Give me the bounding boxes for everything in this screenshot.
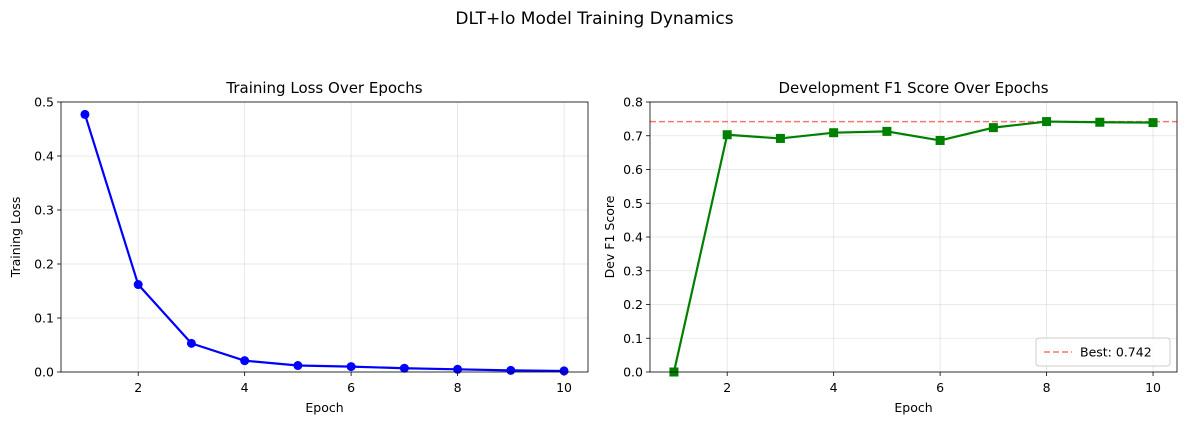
panel2-ytick-label: 0.5 [623,196,643,211]
panel1-xtick-label: 2 [134,380,142,395]
panel2-xtick-label: 4 [830,380,838,395]
panel2-data-point [1148,118,1158,128]
panel2-legend-box [1035,337,1171,367]
panel2-legend: Best: 0.742 [1035,337,1171,367]
panel1-ytick-label: 0.4 [34,149,54,164]
panel1-data-point [240,356,250,366]
panel2-data-point [722,130,732,140]
panel1-data-point [453,364,463,374]
panel2-data-point [775,133,785,143]
panel2-data-point [935,135,945,145]
panel1-series-line [83,114,565,373]
panel2-ytick-label: 0.7 [623,128,643,143]
panel1-ytick-label: 0.1 [34,311,54,326]
panel1-data-point [133,280,143,290]
panel2-ytick-label: 0.6 [623,162,643,177]
panel1-ytick-label: 0.3 [34,203,54,218]
panel1-data-point [399,363,409,373]
panel2-data-point [1095,117,1105,127]
panel2-data-point [1042,117,1052,127]
panel2-data-point [882,126,892,136]
panel1-xtick-label: 4 [241,380,249,395]
panel1-data-point [559,366,569,376]
panel2-ytick-label: 0.8 [623,95,643,110]
panel1-ytick-label: 0.2 [34,257,54,272]
panel1-ytick-label: 0.0 [34,365,54,380]
panel1-data-point [506,365,516,375]
panel1-xlabel: Epoch [305,400,343,415]
panel1-title: Training Loss Over Epochs [225,79,422,97]
panel2-xtick-label: 10 [1145,380,1161,395]
panel2-xtick-label: 2 [723,380,731,395]
panel2-title: Development F1 Score Over Epochs [778,79,1048,97]
panel1-xtick-label: 6 [347,380,355,395]
panel2-ytick-label: 0.2 [623,297,643,312]
panel1-xtick-label: 10 [556,380,572,395]
panel2-data-point [829,128,839,138]
panel2-series-line [672,120,1154,373]
panel1-axes-frame [60,101,589,373]
dev-f1-panel: 2 4 6 8 10 0.0 0.1 0.2 0.3 0.4 0.5 0.6 0.7 0.8 Develop… [602,79,1178,415]
panel2-legend-label: Best: 0.742 [1080,345,1152,360]
panel2-data-point [988,123,998,133]
panel1-xtick-label: 8 [454,380,462,395]
panel1-data-point [186,338,196,348]
panel2-ylabel: Dev F1 Score [602,195,617,278]
panel1-data-point [346,362,356,372]
panel2-ytick-label: 0.1 [623,331,643,346]
panel2-xtick-label: 6 [936,380,944,395]
panel1-data-point [80,109,90,119]
panel1-ytick-label: 0.5 [34,95,54,110]
panel2-xlabel: Epoch [894,400,932,415]
training-loss-panel: 2 4 6 8 10 0.0 0.1 0.2 0.3 0.4 0.5 Training Loss Ov… [8,79,589,415]
panel2-ytick-label: 0.4 [623,230,643,245]
panel2-ytick-label: 0.0 [623,365,643,380]
figure-title: DLT+lo Model Training Dynamics [455,9,733,29]
panel2-ytick-label: 0.3 [623,263,643,278]
panel2-xtick-label: 8 [1043,380,1051,395]
panel1-ylabel: Training Loss [8,197,23,279]
panel1-data-point [293,361,303,371]
panel2-axes-frame [649,101,1178,373]
